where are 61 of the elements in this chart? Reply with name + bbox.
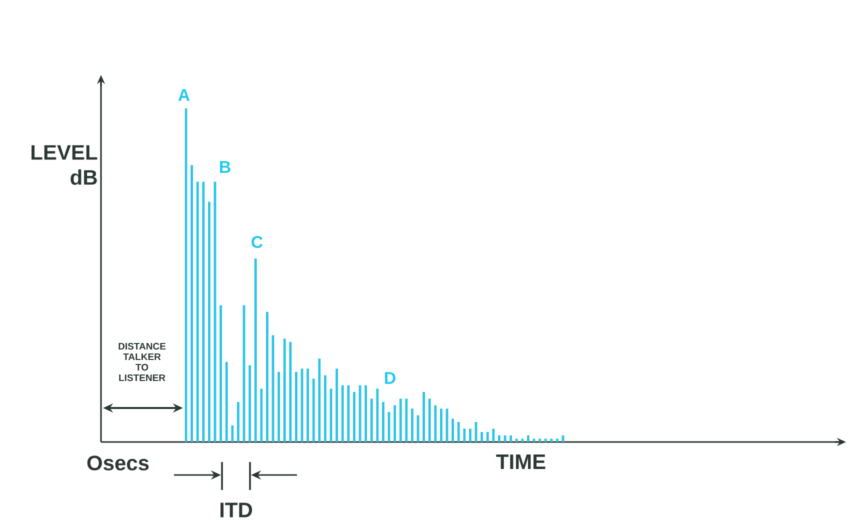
bar [283,338,286,442]
bar [422,392,426,442]
bar [341,385,344,442]
bar [469,428,472,442]
bar [225,362,228,442]
text: DISTANCE TALKER TO LISTENER [118,342,166,382]
bar [364,385,368,442]
bar [208,202,210,442]
text: Osecs [87,456,149,470]
bar [463,428,466,442]
bar [428,398,431,442]
bar [237,402,240,442]
bar [440,408,442,442]
bar [434,405,437,442]
bar [306,368,310,442]
bar [394,405,396,442]
bar [411,408,414,442]
bar [515,438,518,442]
annotation: D [385,372,396,384]
bar [202,182,205,442]
bar [266,312,268,442]
bar [289,342,292,442]
annotation: B [220,161,230,173]
bar [376,388,379,442]
bar [399,398,402,442]
bar [336,368,338,442]
text: ITD [220,502,252,518]
bar [556,438,558,442]
bar [190,165,193,442]
bar [231,425,234,442]
bar [220,305,222,442]
bar [382,402,384,442]
bar [510,435,512,442]
bar [254,258,257,442]
bar [260,388,263,442]
bar [248,365,252,442]
text: A [178,89,190,101]
x-axis-title: TIME [496,454,546,469]
bar [405,398,408,442]
bar [492,428,495,442]
bar [353,392,356,442]
bar [457,422,460,442]
bar [278,372,280,442]
bar [452,418,454,442]
bar [347,385,350,442]
bar [295,372,298,442]
bar [486,432,489,442]
annotation: C [252,236,263,248]
bar [538,438,542,442]
bar [324,375,326,442]
bar [196,182,199,442]
bar [480,432,484,442]
bar [318,358,321,442]
bar [370,398,373,442]
bar [312,378,315,442]
bar [544,438,547,442]
bar [550,438,553,442]
bar [527,435,530,442]
bar [521,438,524,442]
bar [498,435,500,442]
y-axis-title: LEVEL dB [32,145,98,185]
